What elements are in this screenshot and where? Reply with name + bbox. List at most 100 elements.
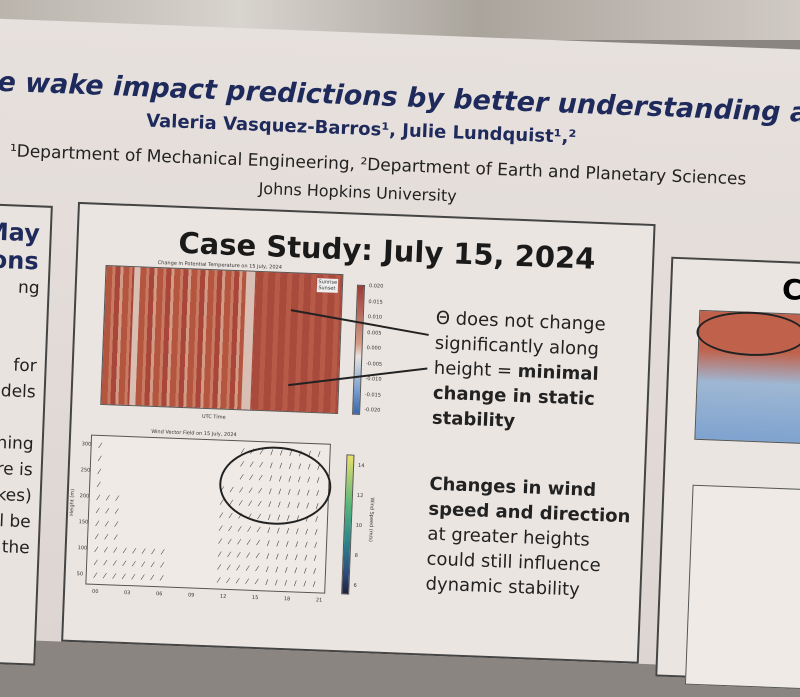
wind-vector: ⁄ [236, 577, 239, 586]
note-static-stability: Θ does not change significantly along he… [431, 306, 606, 437]
wind-vector: ⁄ [161, 561, 163, 570]
wind-vector: / [314, 528, 318, 537]
wind-vector: ⁄ [255, 578, 258, 587]
wind-vector: ⁄ [115, 533, 117, 542]
wind-vector: ⁄ [105, 546, 107, 555]
heatmap-colorbar-tick: -0.015 [364, 391, 382, 399]
wind-vector: / [294, 553, 298, 562]
wind-vector: ⁄ [106, 507, 108, 516]
left-text-line: odels [0, 380, 37, 403]
wind-ylabel: Height (m) [68, 488, 76, 516]
wind-vector: / [286, 527, 290, 536]
wind-vector: / [317, 450, 321, 459]
wind-vector: ⁄ [97, 506, 99, 515]
wind-vector: ⁄ [105, 533, 107, 542]
wind-vector: ⁄ [247, 551, 249, 560]
wind-vector: ⁄ [257, 526, 260, 535]
heatmap-colorbar-tick: 0.015 [368, 298, 383, 306]
wind-vector: ⁄ [227, 576, 229, 585]
wind-vector: ⁄ [116, 494, 118, 503]
wind-xtick: 15 [251, 594, 259, 602]
wind-colorbar [341, 454, 355, 595]
wind-vector: / [284, 566, 288, 575]
wind-vector: ⁄ [256, 565, 258, 574]
wind-vector: / [304, 553, 308, 562]
wind-vector: ⁄ [246, 577, 248, 586]
heatmap-colorbar-tick: 0.020 [368, 283, 384, 290]
wind-vector: ⁄ [219, 537, 221, 546]
wind-vector: ⁄ [246, 564, 249, 573]
wind-colorbar-tick: 6 [353, 582, 357, 589]
left-text-line: hing [0, 432, 35, 455]
wind-vector: ⁄ [229, 511, 232, 521]
left-text-line [0, 324, 46, 353]
wind-vector: / [285, 553, 289, 562]
wind-vector: / [295, 527, 299, 536]
note1-emphasis: stability [431, 407, 516, 432]
wind-vector: ⁄ [114, 546, 116, 555]
left-text-line: the [1, 537, 31, 559]
left-text-line [0, 298, 47, 327]
wind-vector: ⁄ [114, 559, 116, 568]
left-panel: May ions ng for odels hing ere is akes) ill … [0, 202, 53, 666]
wind-vector: ⁄ [96, 519, 98, 528]
wind-vector: ⁄ [115, 520, 117, 529]
wind-vector: ⁄ [229, 524, 231, 533]
wind-vector: ⁄ [115, 507, 118, 516]
wind-vector: ⁄ [237, 564, 239, 573]
wind-vector: ⁄ [219, 524, 222, 533]
wind-vector: / [275, 565, 279, 574]
wind-xtick: 06 [155, 591, 163, 598]
wind-vector: / [303, 579, 307, 588]
wind-vector: ⁄ [104, 572, 106, 581]
heatmap-colorbar [352, 284, 366, 415]
right-wind-field [684, 484, 800, 690]
departments: ¹Department of Mechanical Engineering, ²… [9, 141, 747, 190]
wind-vector: ⁄ [228, 537, 231, 546]
wind-vector: ⁄ [248, 525, 250, 534]
wind-vector: ⁄ [142, 547, 145, 556]
wind-ytick: 300 [81, 441, 92, 448]
wind-vector: / [294, 566, 298, 575]
left-text-line [0, 402, 43, 431]
legend-sunset: Sunset [318, 285, 336, 292]
wind-vector: ⁄ [99, 441, 101, 450]
wind-vector: / [315, 515, 319, 524]
wind-vector: ⁄ [220, 511, 222, 520]
wind-vector: ⁄ [247, 538, 250, 547]
wind-vector: / [295, 540, 299, 549]
left-heading-1: May [0, 217, 41, 248]
wind-vector: ⁄ [151, 574, 153, 583]
wind-vector: / [276, 526, 280, 535]
wind-vector: ⁄ [133, 547, 135, 556]
left-text-line: ere is [0, 458, 34, 481]
wind-ytick: 250 [80, 467, 91, 474]
wind-vector: ⁄ [257, 539, 259, 548]
wind-vector: ⁄ [104, 559, 106, 568]
wind-xtick: 09 [187, 592, 195, 599]
poster: e wake impact predictions by better unde… [0, 18, 800, 690]
wind-vector: ⁄ [152, 548, 154, 557]
wind-vector: / [313, 567, 317, 576]
wind-vector: ⁄ [98, 467, 100, 476]
wind-vector: ⁄ [161, 548, 164, 557]
wind-vector: ⁄ [97, 493, 99, 502]
wind-vector: / [275, 552, 279, 561]
wind-vector: ⁄ [227, 563, 230, 572]
wind-vector: ⁄ [123, 559, 125, 568]
wind-colorbar-label: Wind Speed (m/s) [367, 497, 375, 542]
wind-vector: ⁄ [237, 551, 240, 560]
wind-vector: ⁄ [96, 532, 98, 541]
wind-vector: ⁄ [95, 558, 97, 567]
wind-vector: ⁄ [107, 494, 109, 503]
wind-vector: ⁄ [142, 560, 144, 569]
wind-ytick: 150 [78, 519, 89, 526]
wind-vector: / [313, 554, 317, 563]
university: Johns Hopkins University [258, 178, 458, 206]
left-text-line: akes) [0, 484, 33, 507]
wind-vector: ⁄ [98, 480, 100, 489]
wind-vector: ⁄ [218, 550, 221, 559]
wind-vector: / [267, 526, 271, 535]
wind-vector: ⁄ [95, 545, 97, 554]
wind-vector: / [293, 579, 297, 588]
